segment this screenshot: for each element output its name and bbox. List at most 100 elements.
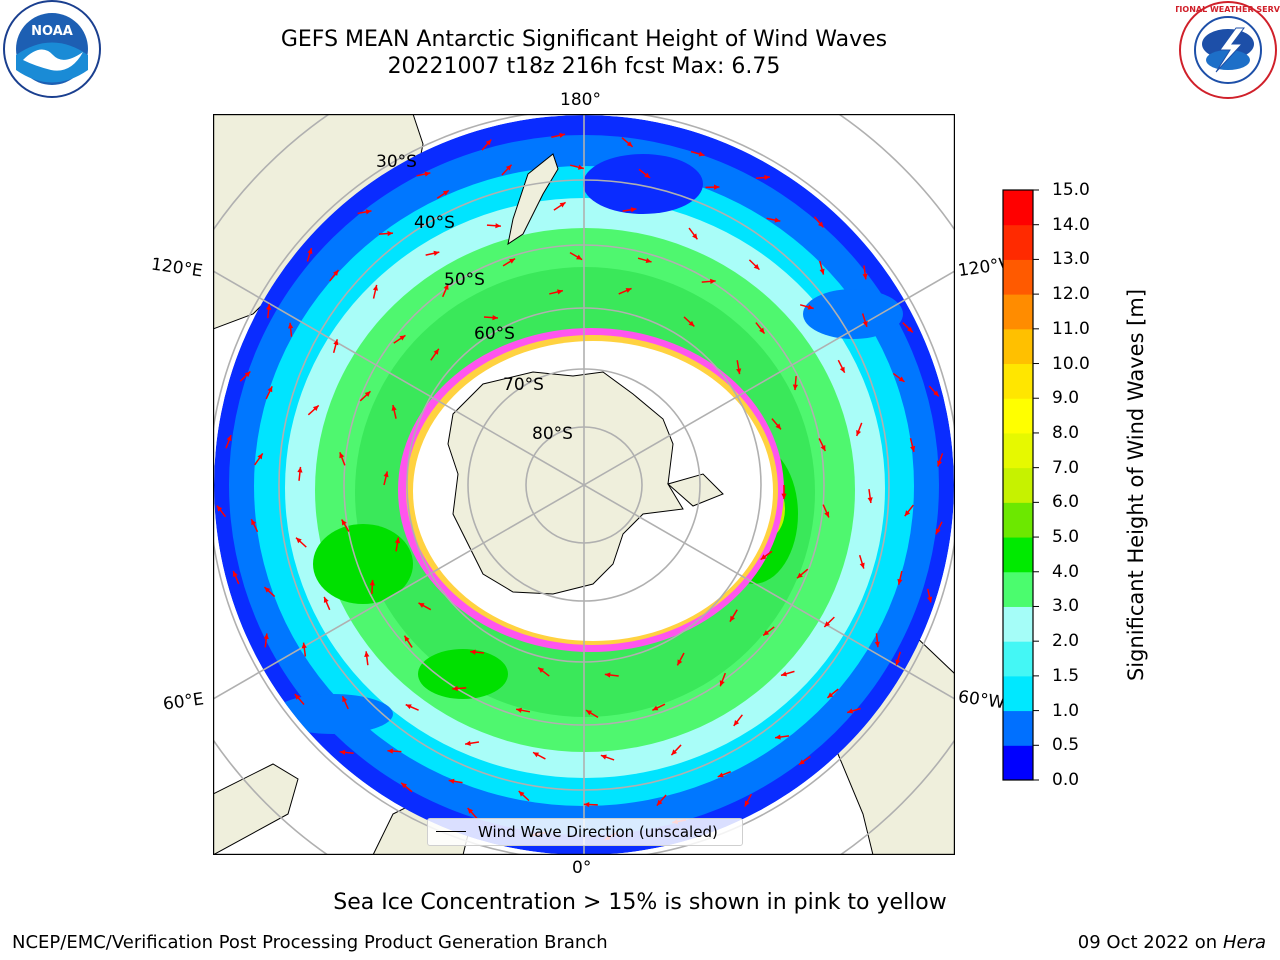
- wave-arrow-head: [391, 405, 397, 411]
- wave-arrow-head: [733, 720, 740, 726]
- wave-arrow-head: [827, 692, 834, 698]
- wave-arrow-head: [856, 429, 862, 436]
- wave-arrow-head: [470, 649, 476, 655]
- colorbar-tick-label: 2.0: [1052, 631, 1080, 652]
- colorbar-tick-label: 4.0: [1052, 561, 1080, 582]
- wave-height-field: [214, 115, 954, 855]
- lon-label-60w: 60°W: [956, 686, 1005, 714]
- wave-arrow-head: [807, 304, 814, 310]
- wave-arrow-head: [744, 800, 750, 807]
- wave-arrow-head: [339, 749, 346, 755]
- colorbar-tick-label: 10.0: [1052, 353, 1090, 374]
- wave-arrow-head: [387, 748, 393, 754]
- wave-arrow-head: [817, 221, 824, 228]
- colorbar-tick-label: 14.0: [1052, 214, 1090, 235]
- wave-arrow-head: [688, 320, 695, 327]
- wave-arrow-head: [904, 510, 911, 517]
- wave-arrow-head: [485, 139, 492, 146]
- colorbar-segment: [1003, 224, 1033, 260]
- africa-landmass: [213, 763, 299, 855]
- wave-arrow-head: [781, 493, 787, 499]
- wave-arrow-head: [364, 651, 370, 657]
- wave-arrow-head: [933, 390, 939, 397]
- lon-label-120e: 120°E: [149, 254, 204, 282]
- wave-arrow-head: [775, 423, 781, 430]
- wave-arrow-head: [467, 807, 474, 814]
- wave-arrow-head: [736, 368, 742, 375]
- wave-arrow-head: [644, 172, 651, 178]
- colorbar-frame: [1002, 189, 1034, 781]
- colorbar-segment: [1003, 641, 1033, 677]
- wave-arrow-head: [495, 223, 501, 229]
- colorbar-segment: [1003, 467, 1033, 503]
- wave-arrow-head: [442, 190, 449, 196]
- wave-arrow-head: [257, 453, 263, 460]
- lat-label-80s: 80°S: [532, 424, 573, 444]
- wave-arrow-head: [824, 511, 830, 518]
- wave-arrow-head: [251, 519, 257, 526]
- wave-arrow-head: [333, 339, 339, 346]
- antarctica-landmass: [447, 371, 684, 595]
- wave-arrow-head: [369, 579, 375, 586]
- wave-arrow-head: [859, 562, 865, 569]
- wave-arrow-head: [781, 671, 787, 677]
- wave-arrow-head: [294, 694, 301, 700]
- wave-arrow-head: [763, 630, 770, 636]
- colorbar-tick-label: 12.0: [1052, 284, 1090, 305]
- wave-arrow-head: [760, 554, 767, 560]
- wave-arrow-head: [775, 734, 781, 740]
- wave-arrow-head: [692, 233, 698, 240]
- wave-arrow-head: [372, 284, 378, 291]
- colorbar-segment: [1003, 259, 1033, 295]
- wave-arrow-head: [538, 667, 545, 673]
- wave-arrow-head: [365, 209, 372, 215]
- lon-label-60e: 60°E: [161, 689, 206, 715]
- colorbar-tick-label: 9.0: [1052, 388, 1080, 409]
- wave-arrow-head: [341, 519, 347, 526]
- wave-arrow-head: [312, 405, 319, 411]
- wave-arrow-head: [492, 315, 498, 321]
- wave-arrow-head: [216, 505, 223, 512]
- colorbar-segment: [1003, 432, 1033, 469]
- colorbar-tick-label: 3.0: [1052, 596, 1080, 617]
- wave-arrow-head: [509, 258, 516, 264]
- wave-arrow-head: [394, 537, 401, 544]
- wave-arrow-head: [898, 376, 905, 382]
- wave-arrow-head: [713, 184, 720, 190]
- colorbar-tick-label: 5.0: [1052, 527, 1080, 548]
- wave-arrow-head: [266, 304, 272, 310]
- wave-arrow-head: [717, 772, 724, 778]
- wave-arrow-head: [288, 322, 294, 329]
- wave-arrow-head: [418, 602, 425, 608]
- wave-arrow-head: [297, 466, 303, 473]
- chart-title: GEFS MEAN Antarctic Significant Height o…: [280, 27, 888, 52]
- colorbar-segment: [1003, 398, 1033, 434]
- colorbar-label: Significant Height of Wind Waves [m]: [1124, 288, 1148, 682]
- colorbar-segment: [1003, 675, 1033, 712]
- wave-arrow-head: [910, 445, 916, 452]
- wave-arrow-head: [625, 288, 632, 293]
- wave-arrow-head: [586, 710, 592, 716]
- polar-map: [213, 114, 955, 855]
- wave-arrow-head: [600, 754, 607, 760]
- wave-arrow-head: [820, 445, 826, 452]
- colorbar-tick-label: 1.5: [1052, 665, 1080, 686]
- wave-arrow-head: [895, 659, 901, 666]
- wave-arrow-head: [557, 289, 563, 295]
- nws-logo-text: NATIONAL WEATHER SERVICE: [1176, 5, 1280, 14]
- wave-arrow-head: [862, 273, 868, 280]
- wave-arrow-head: [433, 348, 439, 355]
- wave-arrow-head: [677, 659, 683, 666]
- wave-arrow-head: [652, 705, 659, 711]
- wave-arrow-head: [424, 171, 431, 177]
- noaa-logo-text: NOAA: [31, 24, 73, 39]
- wave-arrow-head: [533, 752, 540, 758]
- lat-label-40s: 40°S: [414, 213, 455, 233]
- colorbar-tick-label: 1.0: [1052, 700, 1080, 721]
- colorbar-segment: [1003, 363, 1033, 399]
- colorbar-segment: [1003, 745, 1033, 781]
- wave-arrow-head: [295, 537, 302, 544]
- antarctic-peninsula: [666, 473, 724, 507]
- wave-arrow-head: [774, 217, 781, 223]
- lat-label-60s: 60°S: [474, 324, 515, 344]
